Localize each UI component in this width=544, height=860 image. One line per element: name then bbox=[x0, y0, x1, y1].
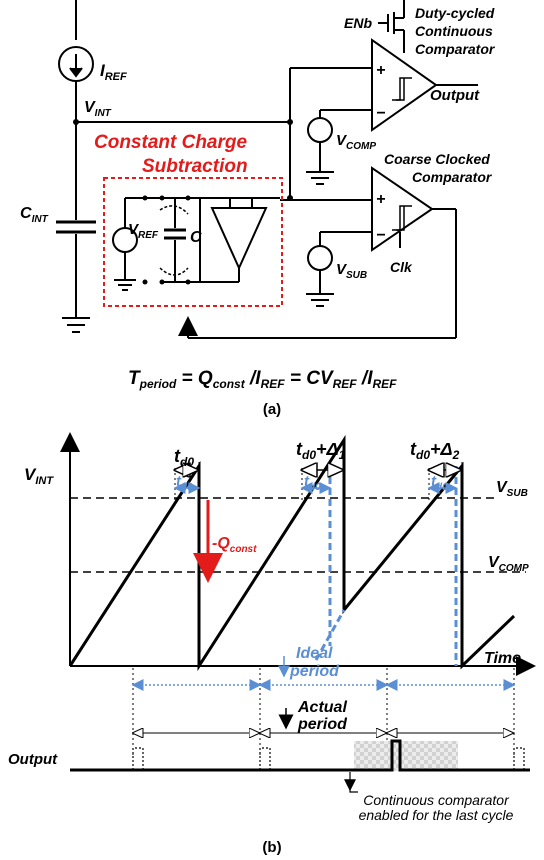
svg-text:-Qconst: -Qconst bbox=[212, 535, 257, 555]
cont-comp-line1: Duty-cycled bbox=[415, 5, 495, 21]
svg-text:VSUB: VSUB bbox=[336, 261, 367, 281]
svg-text:td0: td0 bbox=[304, 473, 321, 493]
unity-gain-buffer bbox=[210, 207, 268, 271]
period-equation: Tperiod = Qconst /IREF = CVREF /IREF bbox=[128, 368, 397, 391]
actual-line1: Actual bbox=[297, 699, 347, 716]
cont-minus: − bbox=[376, 105, 385, 122]
iref-sub: REF bbox=[105, 71, 127, 83]
clocked-comp-line1: Coarse Clocked bbox=[384, 151, 490, 167]
actual-line2: period bbox=[297, 716, 348, 733]
timing-output-label: Output bbox=[8, 751, 58, 768]
vint-sub: INT bbox=[95, 108, 112, 119]
vcomp-source bbox=[307, 117, 333, 143]
note-line2: enabled for the last cycle bbox=[359, 807, 514, 823]
timing-vint-label: V bbox=[24, 465, 37, 484]
timing-labels: VINT VSUB VCOMP Time td0 td0 td0+Δ1 td0 … bbox=[8, 439, 529, 823]
enb-label: ENb bbox=[344, 15, 372, 31]
td0-3-blue-label: t bbox=[431, 473, 437, 490]
timing-vcomp-sub: COMP bbox=[499, 563, 529, 574]
output-label: Output bbox=[430, 87, 480, 104]
svg-text:VSUB: VSUB bbox=[496, 479, 528, 499]
vref-label: V bbox=[128, 221, 140, 238]
vsub-source bbox=[307, 245, 333, 271]
time-label: Time bbox=[484, 650, 521, 667]
clk-label: Clk bbox=[390, 259, 413, 275]
cont-plus: + bbox=[376, 62, 385, 79]
svg-text:VINT: VINT bbox=[24, 465, 54, 487]
vsub-label: V bbox=[336, 261, 348, 278]
cint-sub: INT bbox=[32, 214, 49, 225]
svg-text:VCOMP: VCOMP bbox=[336, 132, 376, 152]
ccs-line1: Constant Charge bbox=[94, 132, 248, 153]
vcomp-sub: COMP bbox=[346, 141, 376, 152]
svg-text:VCOMP: VCOMP bbox=[488, 554, 529, 574]
circuit-labels: IREF VINT CINT VREF C VCOMP VSUB ENb Clk… bbox=[20, 5, 496, 281]
clk-plus: + bbox=[376, 191, 385, 208]
td0-1-blue-label: t bbox=[176, 473, 182, 490]
timing-diagram bbox=[60, 432, 536, 793]
cint-label: C bbox=[20, 205, 32, 222]
svg-text:td0: td0 bbox=[431, 473, 448, 493]
vsub-sub: SUB bbox=[346, 270, 367, 281]
cont-comp-line2: Continuous bbox=[415, 23, 493, 39]
timing-vsub-label: V bbox=[496, 479, 508, 496]
svg-text:CINT: CINT bbox=[20, 205, 49, 225]
timing-vsub-sub: SUB bbox=[507, 488, 528, 499]
vref-sub: REF bbox=[138, 230, 159, 241]
cont-comp-line3: Comparator bbox=[415, 41, 496, 57]
svg-text:td0: td0 bbox=[176, 473, 193, 493]
clocked-comp-line2: Comparator bbox=[412, 169, 493, 185]
enable-window bbox=[354, 741, 458, 771]
td0-delta1-label: t bbox=[296, 439, 303, 459]
td0-delta2-label: t bbox=[410, 439, 417, 459]
svg-text:td0+Δ1: td0+Δ1 bbox=[296, 439, 346, 462]
iref-label: I bbox=[100, 61, 106, 80]
clk-minus: − bbox=[376, 227, 385, 244]
timing-vint-sub: INT bbox=[35, 475, 54, 487]
caption-b: (b) bbox=[262, 839, 281, 856]
svg-text:VREF: VREF bbox=[128, 221, 159, 241]
svg-text:td0: td0 bbox=[174, 446, 194, 469]
circuit-nodes bbox=[73, 119, 293, 285]
vint-label: V bbox=[84, 99, 96, 116]
circuit-diagram bbox=[56, 0, 478, 339]
c-label: C bbox=[190, 229, 202, 246]
qconst-label: -Q bbox=[212, 535, 230, 552]
svg-text:td0+Δ2: td0+Δ2 bbox=[410, 439, 460, 462]
td0-1-label: t bbox=[174, 446, 181, 466]
ideal-line1: Ideal bbox=[296, 645, 333, 662]
vcomp-label: V bbox=[336, 132, 348, 149]
caption-a: (a) bbox=[263, 401, 281, 418]
constant-charge-subtraction-box bbox=[103, 177, 283, 307]
output-waveform bbox=[70, 739, 530, 772]
vint-waveform bbox=[68, 434, 516, 672]
ideal-line2: period bbox=[289, 663, 340, 680]
td0-2-blue-label: t bbox=[304, 473, 310, 490]
svg-text:VINT: VINT bbox=[84, 99, 112, 119]
note-line1: Continuous comparator bbox=[363, 792, 510, 808]
svg-text:IREF: IREF bbox=[100, 61, 127, 83]
timing-vcomp-label: V bbox=[488, 554, 500, 571]
ccs-line2: Subtraction bbox=[142, 156, 248, 177]
